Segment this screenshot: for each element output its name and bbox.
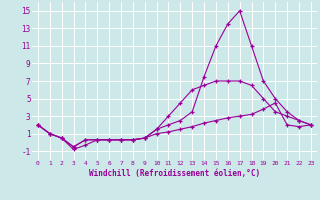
X-axis label: Windchill (Refroidissement éolien,°C): Windchill (Refroidissement éolien,°C) bbox=[89, 169, 260, 178]
